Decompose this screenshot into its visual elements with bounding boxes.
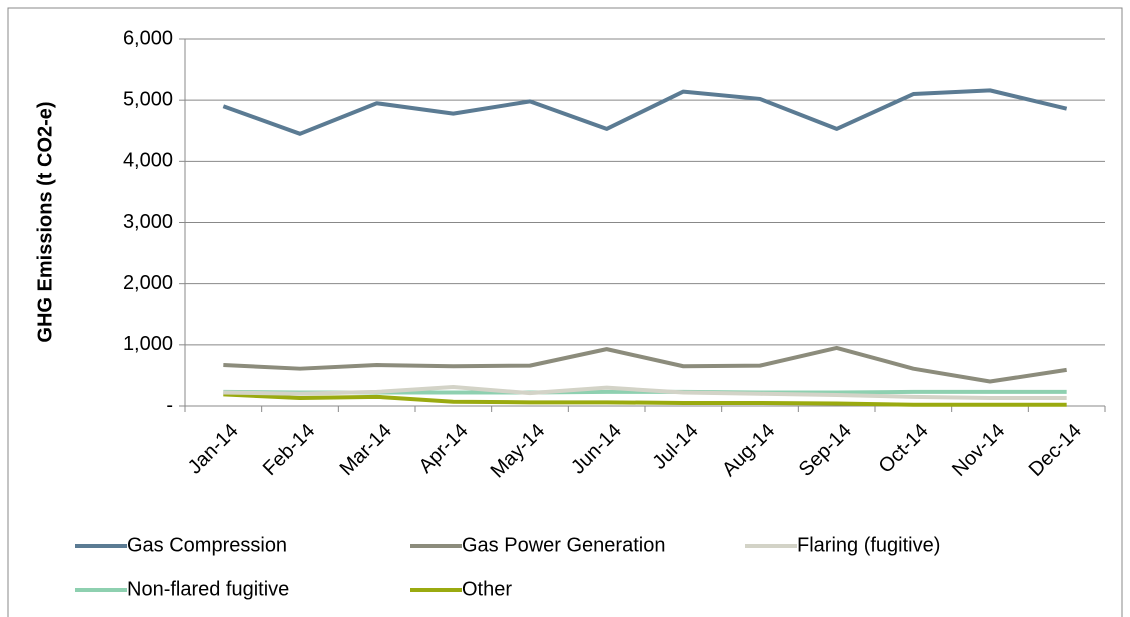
x-tick-label: Aug-14 bbox=[718, 420, 779, 481]
y-tick-label: 6,000 bbox=[123, 27, 173, 49]
y-tick-label: 2,000 bbox=[123, 272, 173, 294]
y-tick-label: - bbox=[166, 394, 173, 416]
y-tick-label: 5,000 bbox=[123, 88, 173, 110]
x-tick-label: Apr-14 bbox=[415, 420, 473, 478]
x-tick-label: Jun-14 bbox=[567, 420, 626, 479]
y-tick-label: 1,000 bbox=[123, 333, 173, 355]
series-line bbox=[222, 88, 1068, 136]
legend-label: Gas Power Generation bbox=[462, 534, 665, 556]
legend-label: Flaring (fugitive) bbox=[797, 534, 940, 556]
x-tick-label: Oct-14 bbox=[875, 420, 933, 478]
y-tick-label: 3,000 bbox=[123, 211, 173, 233]
legend-label: Other bbox=[462, 578, 512, 600]
y-axis-label: GHG Emissions (t CO2-e) bbox=[34, 101, 56, 342]
x-tick-label: May-14 bbox=[487, 420, 550, 483]
y-tick-label: 4,000 bbox=[123, 150, 173, 172]
series-line bbox=[223, 392, 1067, 407]
x-tick-label: Jan-14 bbox=[184, 420, 243, 479]
x-tick-label: Mar-14 bbox=[336, 420, 396, 480]
legend-label: Non-flared fugitive bbox=[127, 578, 289, 600]
series-line bbox=[223, 345, 1067, 384]
chart-border bbox=[7, 7, 1123, 617]
series-line bbox=[223, 385, 1067, 401]
x-tick-label: Jul-14 bbox=[649, 420, 703, 474]
x-tick-label: Nov-14 bbox=[948, 420, 1009, 481]
x-tick-label: Dec-14 bbox=[1025, 420, 1086, 481]
x-tick-label: Sep-14 bbox=[795, 420, 856, 481]
legend-label: Gas Compression bbox=[127, 534, 287, 556]
x-tick-label: Feb-14 bbox=[259, 420, 319, 480]
